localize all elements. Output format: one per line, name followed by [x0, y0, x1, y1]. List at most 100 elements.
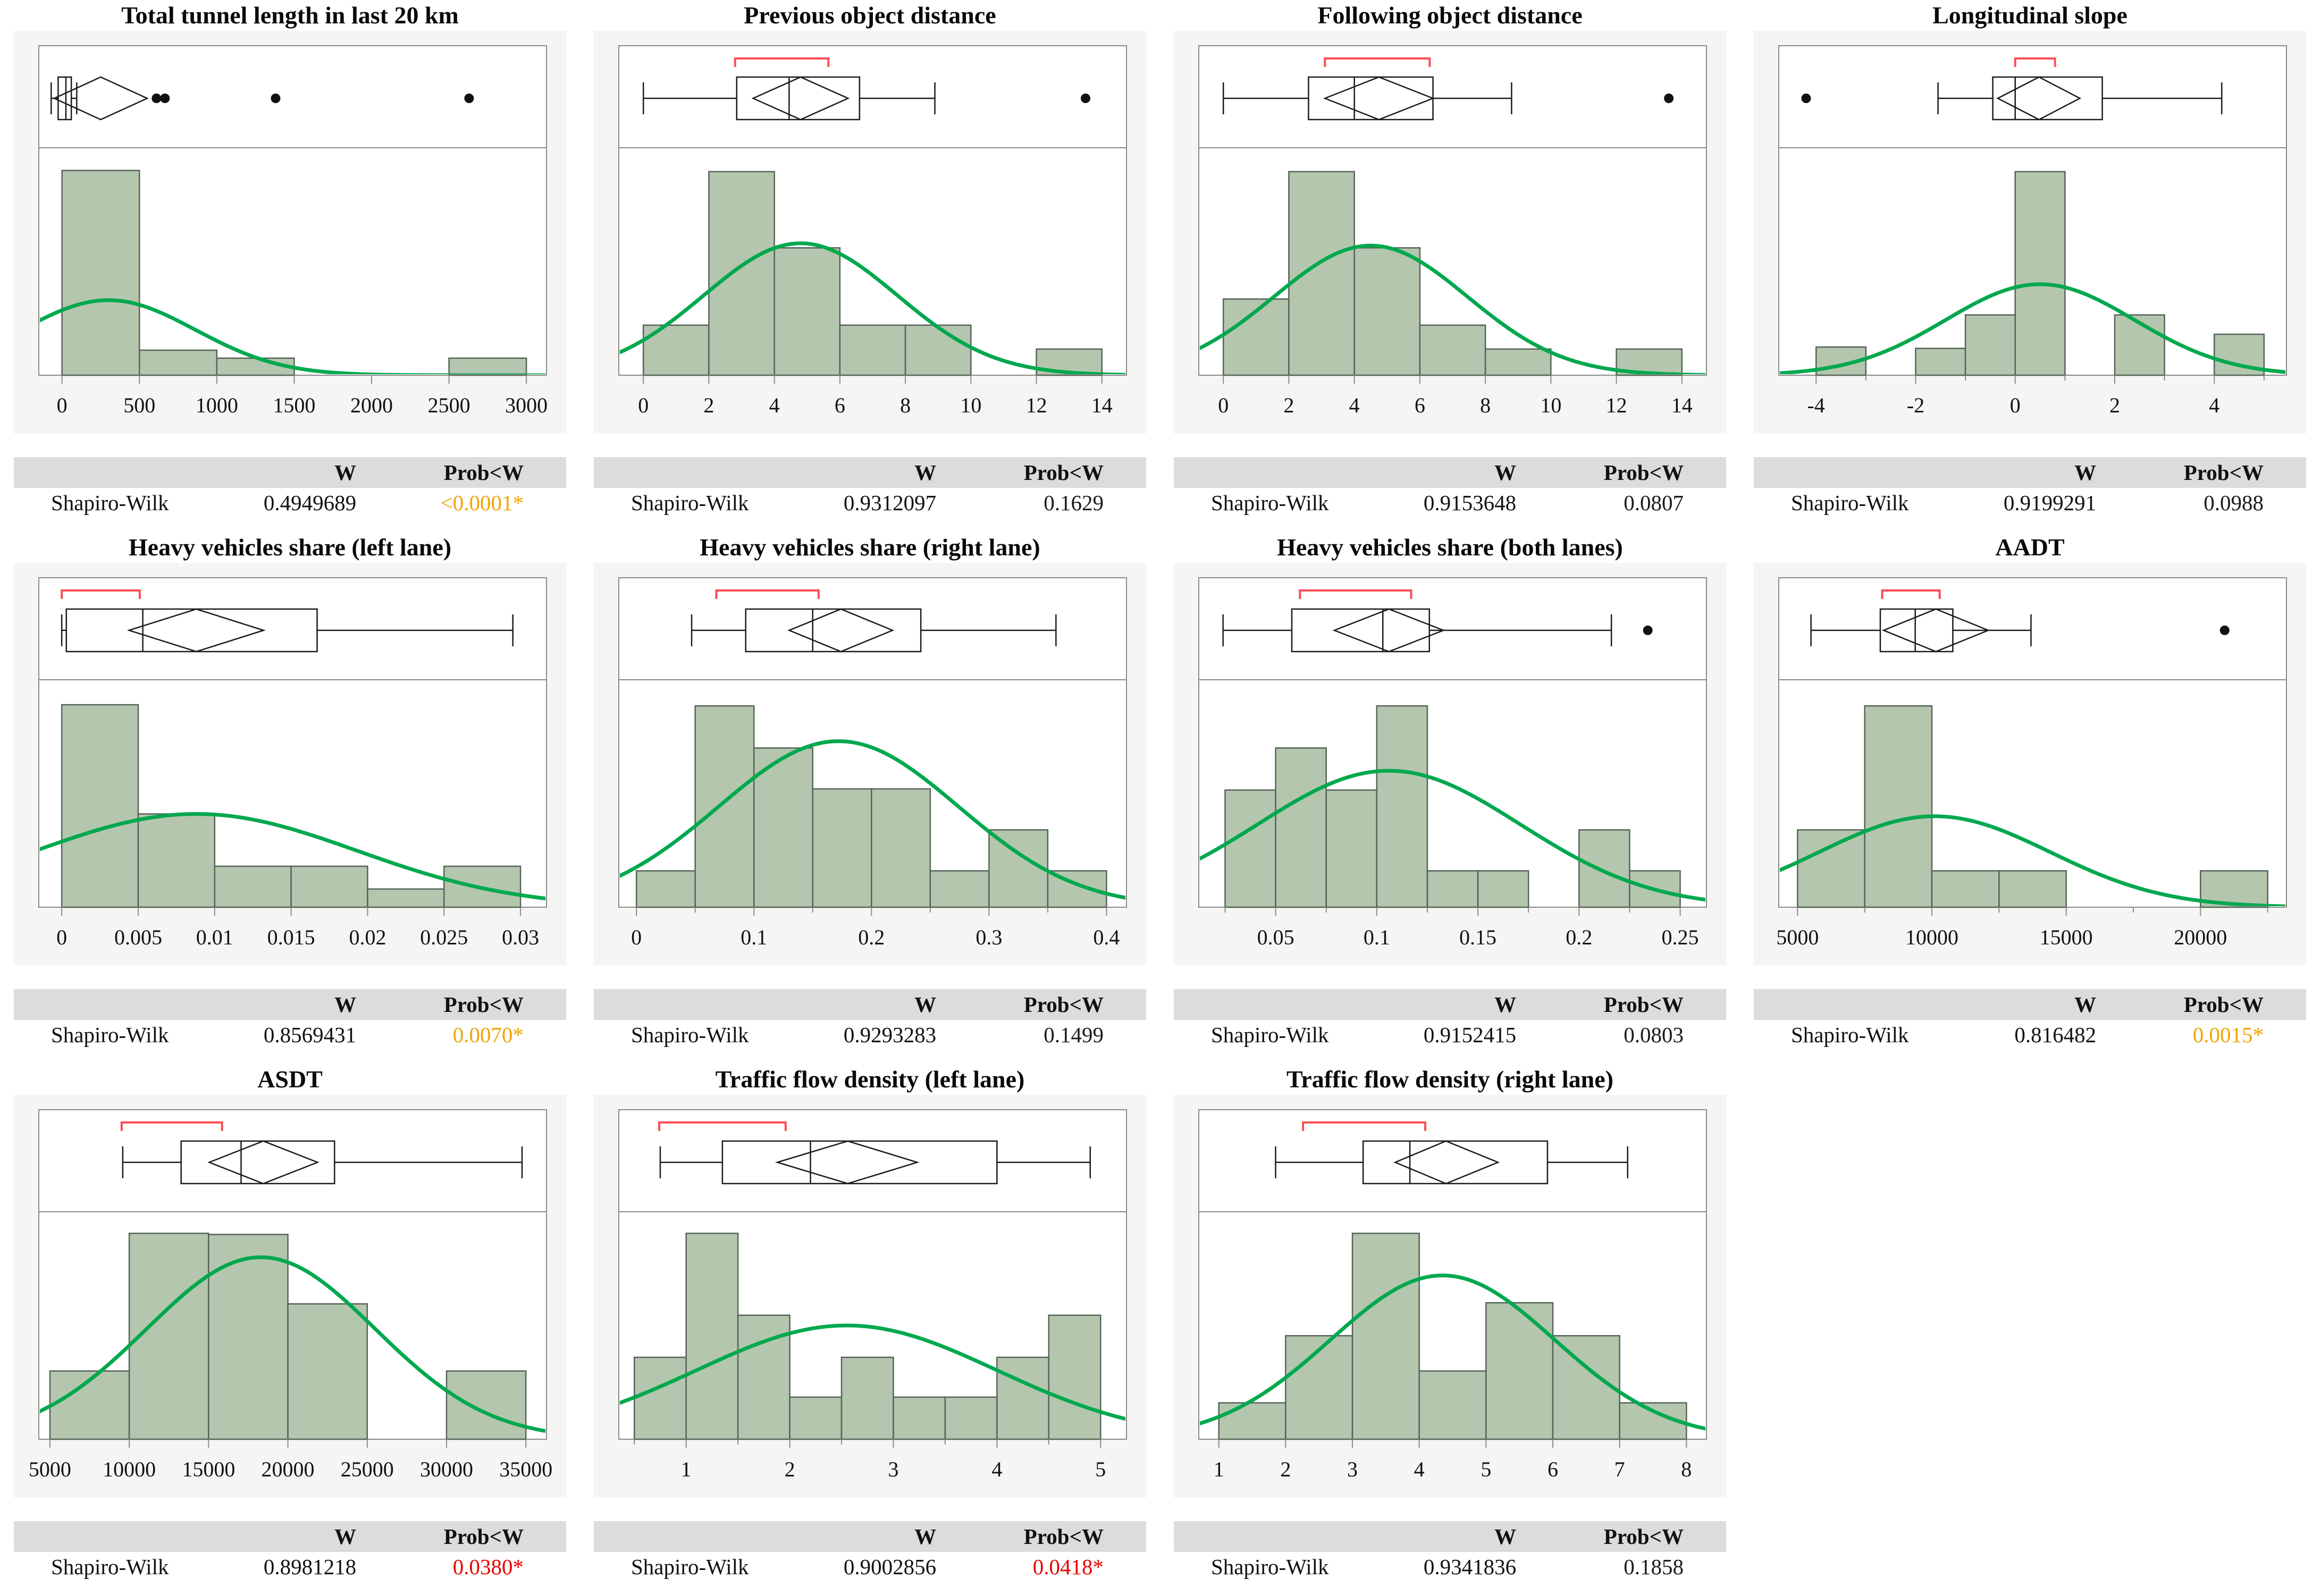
iqr-box — [65, 608, 318, 653]
tick-label: 6 — [1415, 393, 1425, 417]
table-header-row: W Prob<W — [14, 1521, 566, 1552]
tick-label: 0.2 — [1566, 925, 1592, 949]
table-header-row: W Prob<W — [594, 457, 1146, 488]
tick-label: 5 — [1095, 1457, 1106, 1481]
table-header-row: W Prob<W — [1754, 989, 2306, 1020]
boxplot-strip-frame — [1198, 577, 1707, 680]
histogram-bar — [893, 1396, 946, 1440]
shortest-half-bracket — [120, 1121, 223, 1131]
table-header-row: W Prob<W — [1754, 457, 2306, 488]
tick-label: 20000 — [2174, 925, 2227, 949]
tick-label: 25000 — [341, 1457, 394, 1481]
shapiro-wilk-table: W Prob<W Shapiro-Wilk 0.9002856 0.0418* — [594, 1521, 1146, 1582]
plot-panel: 1 2 3 4 5 — [594, 1095, 1146, 1498]
x-axis: 5000 10000 15000 20000 25000 30000 35000 — [29, 1439, 552, 1481]
histogram-bar — [840, 1356, 894, 1440]
table-data-row: Shapiro-Wilk 0.8569431 0.0070* — [14, 1020, 566, 1050]
histogram-bar — [812, 788, 872, 908]
histogram-bar — [789, 1396, 843, 1440]
tick-label: 10 — [1540, 393, 1561, 417]
distribution-panel: Longitudinal slope -4 -2 0 2 4 W Prob<W Shapiro-… — [1740, 0, 2320, 532]
mean-diamond — [1332, 608, 1445, 653]
panel-title: Following object distance — [1317, 2, 1583, 29]
mean-diamond — [53, 76, 149, 121]
x-axis: 1 2 3 4 5 6 7 8 — [1214, 1439, 1692, 1481]
distribution-panel: Total tunnel length in last 20 km 0 500 100… — [0, 0, 580, 532]
tick-label: 35000 — [499, 1457, 552, 1481]
table-data-row: Shapiro-Wilk 0.9293283 0.1499 — [594, 1020, 1146, 1050]
table-header-row: W Prob<W — [14, 457, 566, 488]
header-prob: Prob<W — [1023, 992, 1104, 1017]
x-axis: 0.05 0.1 0.15 0.2 0.25 — [1224, 907, 1699, 949]
w-value: 0.9152415 — [1423, 1023, 1517, 1047]
tick-label: 1000 — [196, 393, 238, 417]
histogram-bar — [1218, 1402, 1286, 1440]
outlier-dot — [1080, 94, 1090, 103]
x-axis: 0 0.005 0.01 0.015 0.02 0.025 0.03 — [56, 907, 539, 949]
tick-label: 0.01 — [196, 925, 233, 949]
table-data-row: Shapiro-Wilk 0.9153648 0.0807 — [1174, 488, 1726, 518]
normal-curve — [620, 241, 1125, 374]
normal-curve-line — [40, 1255, 545, 1433]
plot-panel: 5000 10000 15000 20000 — [1754, 563, 2306, 966]
histogram-bar — [1797, 829, 1865, 908]
outlier-dot — [1643, 626, 1653, 635]
outlier-box-plot — [1275, 1140, 1628, 1185]
histogram-bar — [1275, 747, 1327, 908]
tick-label: 500 — [123, 393, 155, 417]
header-w: W — [914, 1524, 937, 1549]
tick-label: 0 — [2010, 393, 2021, 417]
normal-curve — [620, 1323, 1125, 1421]
outlier-dot — [152, 94, 162, 103]
distribution-panel: Traffic flow density (left lane) 1 2 3 4 5 W Pr… — [580, 1064, 1160, 1596]
iqr-box — [1308, 76, 1434, 121]
tick-label: 1 — [681, 1457, 692, 1481]
tick-label: 0.015 — [267, 925, 315, 949]
iqr-box — [1291, 608, 1430, 653]
tick-label: 0.025 — [420, 925, 468, 949]
prob-value: <0.0001* — [440, 491, 524, 515]
iqr-box — [1992, 76, 2103, 121]
mean-diamond — [751, 76, 850, 121]
tick-label: 2 — [1283, 393, 1294, 417]
test-name: Shapiro-Wilk — [631, 491, 749, 515]
tick-label: 1500 — [273, 393, 315, 417]
tick-label: 2 — [1280, 1457, 1291, 1481]
normal-curve — [1200, 243, 1705, 374]
shapiro-wilk-table: W Prob<W Shapiro-Wilk 0.9293283 0.1499 — [594, 989, 1146, 1050]
panel-chart: 0 2 4 6 8 10 12 14 — [618, 45, 1127, 417]
distribution-panel: Following object distance 0 2 4 6 8 10 12 14 W Pro… — [1160, 0, 1740, 532]
tick-label: 8 — [900, 393, 911, 417]
tick-label: 10000 — [1905, 925, 1958, 949]
plot-panel: 0 2 4 6 8 10 12 14 — [1174, 31, 1726, 434]
histogram-bar — [1288, 171, 1355, 376]
panel-title: Heavy vehicles share (right lane) — [700, 534, 1040, 561]
histogram-bar — [871, 788, 931, 908]
table-header-row: W Prob<W — [1174, 989, 1726, 1020]
x-axis: 0 2 4 6 8 10 12 14 — [1218, 375, 1693, 417]
histogram-bars — [635, 705, 1107, 908]
tick-label: 6 — [1548, 1457, 1558, 1481]
tick-label: 5000 — [1776, 925, 1819, 949]
test-name: Shapiro-Wilk — [631, 1555, 749, 1579]
histogram-bar — [635, 870, 696, 908]
w-value: 0.9199291 — [2003, 491, 2097, 515]
outlier-box-plot — [659, 1140, 1091, 1185]
histogram-bar — [1353, 247, 1421, 376]
mean-diamond — [787, 608, 895, 653]
panel-title: Total tunnel length in last 20 km — [121, 2, 459, 29]
panel-chart: 0 0.005 0.01 0.015 0.02 0.025 0.03 — [38, 577, 547, 949]
outlier-box-plot — [691, 608, 1057, 653]
w-value: 0.9312097 — [843, 491, 937, 515]
table-data-row: Shapiro-Wilk 0.9002856 0.0418* — [594, 1552, 1146, 1582]
histogram-bar — [839, 324, 906, 376]
tick-label: 0 — [1218, 393, 1229, 417]
tick-label: 12 — [1026, 393, 1047, 417]
header-w: W — [1494, 460, 1517, 485]
panel-title: ASDT — [257, 1066, 323, 1093]
panel-title: Heavy vehicles share (left lane) — [128, 534, 452, 561]
histogram-bar — [773, 247, 841, 376]
prob-value: 0.1499 — [1044, 1023, 1104, 1047]
w-value: 0.9153648 — [1423, 491, 1517, 515]
